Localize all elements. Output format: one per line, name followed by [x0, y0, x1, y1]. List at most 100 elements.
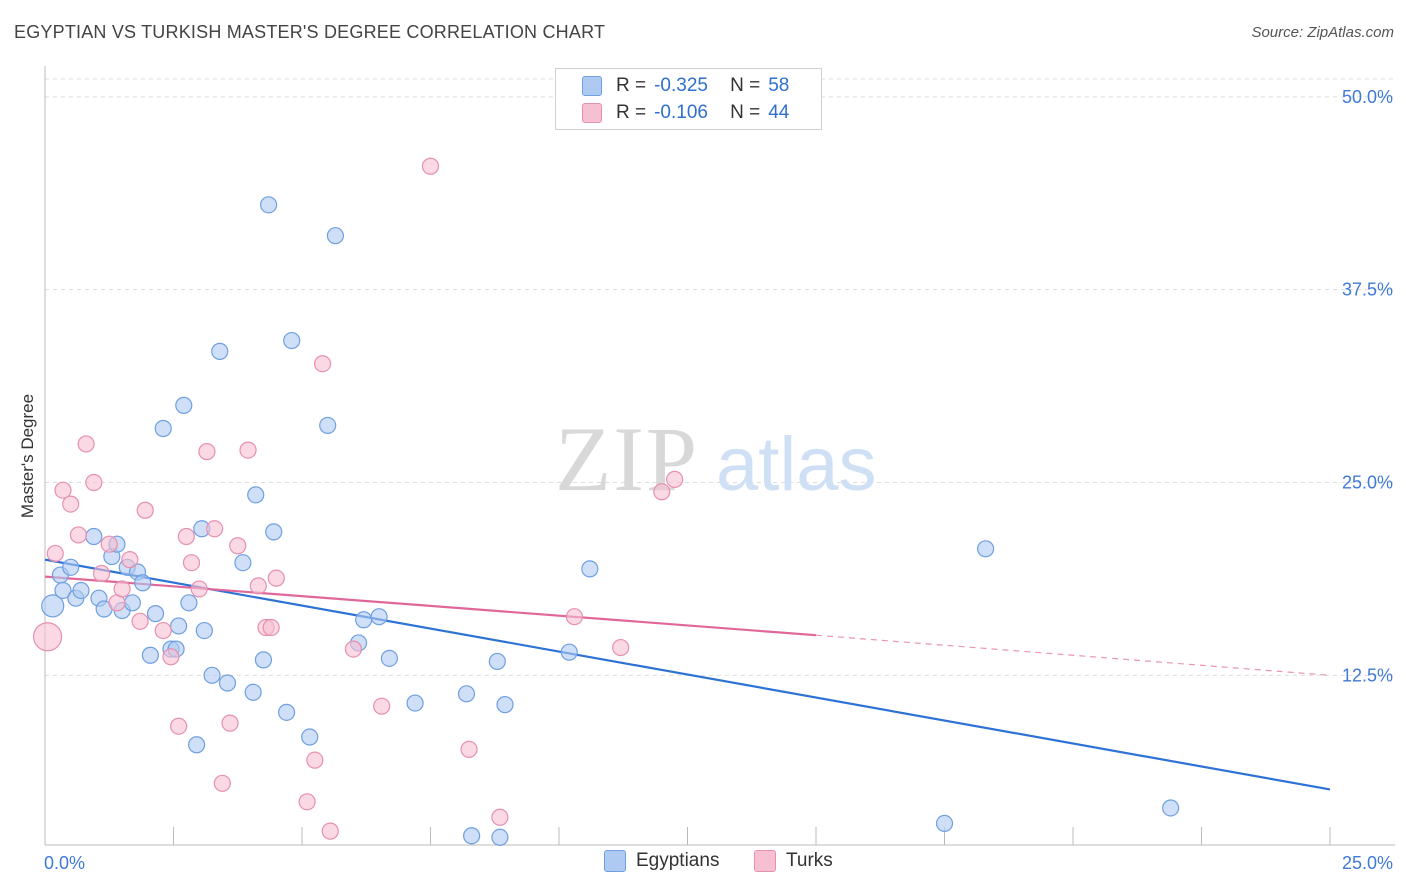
legend-label-turks: Turks — [786, 850, 833, 871]
egyptians-point — [234, 554, 252, 572]
turks-point — [612, 638, 630, 657]
egyptians-point — [211, 342, 229, 360]
n-label: N = — [730, 102, 761, 123]
turks-point — [373, 697, 391, 715]
r-label: R = — [616, 75, 647, 96]
egyptians-point — [319, 416, 337, 435]
egyptians-point — [560, 643, 578, 661]
turks-point — [267, 569, 285, 587]
egyptians-point — [180, 594, 198, 612]
egyptians-point — [1162, 799, 1180, 817]
egyptians-point — [491, 828, 509, 846]
egyptians-point — [496, 696, 514, 714]
egyptians-point — [977, 540, 995, 558]
turks-point — [100, 535, 118, 553]
turks-point — [170, 717, 188, 735]
turks-point — [306, 751, 324, 769]
y-tick-label: 50.0% — [1342, 87, 1393, 107]
egyptians-point — [254, 651, 273, 669]
turks-point — [460, 740, 478, 758]
egyptians-point — [488, 652, 506, 671]
turks-point — [213, 774, 231, 792]
turks-point — [32, 622, 63, 652]
watermark-atlas: atlas — [716, 422, 877, 507]
egyptians-point — [141, 646, 159, 664]
legend-item-egyptians[interactable]: Egyptians — [604, 850, 719, 872]
watermark-zip: ZIP — [555, 408, 699, 510]
egyptians-point — [301, 728, 319, 746]
egyptians-point — [123, 594, 141, 612]
egyptians-point — [170, 617, 188, 635]
y-tick-label: 25.0% — [1342, 472, 1393, 492]
turks-point — [344, 640, 362, 658]
egyptians-point — [85, 527, 103, 546]
egyptians-point — [154, 419, 172, 438]
n-value: 58 — [768, 75, 790, 96]
egyptians-point — [581, 560, 599, 578]
turks-point — [54, 481, 72, 499]
turks-point — [121, 551, 139, 569]
egyptians-point — [146, 605, 165, 623]
turks-legend-swatch — [754, 850, 776, 872]
turks-point — [298, 793, 316, 811]
chart-title: EGYPTIAN VS TURKISH MASTER'S DEGREE CORR… — [14, 22, 606, 42]
r-label: R = — [616, 102, 647, 123]
y-axis-label: Master's Degree — [18, 394, 37, 518]
y-tick-label: 12.5% — [1342, 665, 1393, 685]
turks-point — [666, 470, 684, 489]
egyptians-point — [203, 666, 221, 684]
turks-point — [221, 714, 239, 732]
egyptians-point — [265, 523, 283, 541]
egyptians-point — [247, 486, 265, 504]
tick-labels: 12.5% 25.0% 37.5% 50.0% 0.0% 25.0% — [44, 87, 1393, 873]
egyptians-point — [277, 703, 296, 721]
turks-point — [249, 577, 267, 595]
egyptians-point — [935, 814, 954, 833]
y-tick-label: 37.5% — [1342, 280, 1393, 300]
legend-label-egyptians: Egyptians — [636, 850, 720, 871]
turks-swatch — [582, 103, 602, 123]
turks-point — [62, 495, 80, 513]
watermark: ZIP atlas — [555, 408, 877, 510]
egyptians-point — [463, 827, 481, 845]
egyptians-point — [283, 331, 301, 350]
egyptians-point — [326, 227, 345, 245]
egyptians-point — [259, 196, 278, 214]
turks-point — [262, 618, 280, 637]
turks-point — [69, 526, 88, 544]
turks-trend-extension — [815, 634, 1331, 676]
turks-point — [154, 621, 172, 640]
egyptians-point — [380, 649, 398, 667]
n-label: N = — [730, 75, 761, 96]
grid-lines — [45, 78, 1395, 676]
turks-point — [190, 580, 208, 598]
egyptians-trend-line — [44, 558, 1331, 791]
turks-point — [321, 822, 339, 840]
egyptians-point — [406, 694, 424, 712]
trend-lines — [44, 558, 1331, 791]
r-value: -0.106 — [654, 102, 708, 123]
turks-point — [85, 473, 103, 492]
turks-point — [653, 483, 671, 501]
egyptians-point — [72, 581, 90, 600]
turks-point — [136, 501, 154, 519]
n-value: 44 — [768, 102, 790, 123]
stats-row-egyptians: R = -0.325 N = 58 — [582, 73, 789, 99]
egyptians-point — [62, 558, 80, 576]
turks-point — [565, 608, 584, 626]
egyptians-point — [457, 685, 476, 703]
turks-point — [46, 544, 64, 563]
egyptians-point — [355, 611, 373, 629]
egyptians-point — [134, 574, 152, 592]
stats-row-turks: R = -0.106 N = 44 — [582, 100, 789, 126]
egyptians-point — [195, 621, 213, 640]
source-label: Source: ZipAtlas.com — [1251, 24, 1394, 41]
turks-point — [77, 435, 95, 453]
legend-item-turks[interactable]: Turks — [754, 850, 833, 872]
turks-point — [491, 808, 509, 826]
turks-point — [113, 580, 131, 598]
turks-point — [92, 564, 111, 583]
egyptians-point — [175, 396, 193, 414]
turks-point — [206, 520, 224, 538]
